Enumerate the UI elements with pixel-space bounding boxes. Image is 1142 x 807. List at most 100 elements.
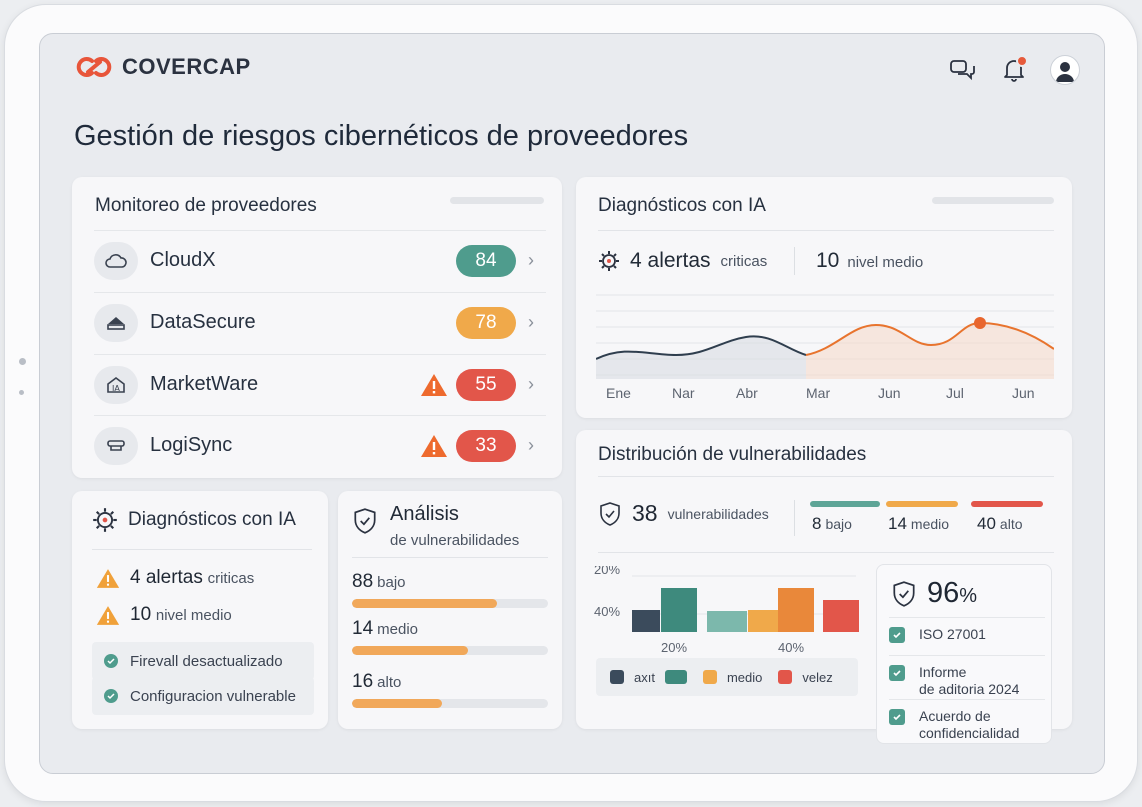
compliance-value: 96 — [927, 577, 960, 609]
critical-alerts-count: 4 alertas — [630, 249, 711, 272]
compliance-item-label: Acuerdo de confidencialidad — [919, 708, 1020, 741]
vendor-score-badge: 55 — [456, 368, 516, 401]
vulnerability-analysis-card: Análisis de vulnerabilidades 88 bajo 14 me… — [338, 491, 562, 729]
shield-check-icon — [600, 501, 620, 526]
trend-highlight-point[interactable] — [974, 317, 986, 329]
vendor-name: DataSecure — [150, 311, 256, 333]
compliance-item[interactable]: Informe de aditoria 2024 — [889, 655, 1045, 701]
compliance-item[interactable]: ISO 27001 — [889, 617, 1045, 653]
vendor-name: CloudX — [150, 249, 216, 271]
checkbox-checked-icon — [889, 665, 905, 681]
checkbox-checked-icon — [889, 627, 905, 643]
low-segment-bar — [810, 501, 880, 507]
notifications-button[interactable] — [998, 54, 1030, 86]
shield-check-icon — [354, 508, 376, 534]
bar — [632, 610, 660, 632]
x-tick-label: Nar — [672, 385, 695, 401]
checkbox-checked-icon — [889, 709, 905, 725]
high-segment-bar — [971, 501, 1043, 507]
chevron-right-icon: › — [528, 312, 534, 332]
database-icon — [94, 303, 138, 342]
vendor-score-badge: 78 — [456, 306, 516, 339]
legend-swatch — [664, 670, 687, 684]
ai-alerts-title: Diagnósticos con IA — [128, 509, 296, 530]
ai-diagnosis-card: Diagnósticos con IA 4 alertas criticas 1… — [576, 177, 1072, 418]
page-title: Gestión de riesgos cibernéticos de prove… — [74, 120, 689, 152]
gear-alert-icon — [599, 251, 619, 271]
segment-label: alto — [999, 516, 1023, 532]
tablet-sensor-dot — [19, 390, 24, 395]
segment-label: medio — [910, 516, 950, 532]
user-icon — [1056, 62, 1074, 82]
analysis-item: 88 bajo — [352, 571, 548, 608]
alert-label: criticas — [207, 570, 255, 587]
trend-line-past — [596, 335, 807, 360]
alert-label: nivel medio — [155, 607, 232, 624]
critical-alerts-stat: 4 alertas criticas — [598, 249, 767, 273]
finding-item[interactable]: Firevall desactualizado — [92, 642, 314, 680]
alert-count: 10 — [130, 604, 152, 625]
vendor-monitoring-title: Monitoreo de proveedores — [95, 195, 317, 216]
warning-icon — [420, 434, 448, 458]
vendor-row[interactable]: CloudX 84 › — [94, 230, 546, 290]
finding-item[interactable]: Configuracion vulnerable — [92, 677, 314, 715]
gear-alert-icon — [93, 508, 117, 532]
finding-label: Firevall desactualizado — [130, 652, 283, 670]
analysis-item: 14 medio — [352, 618, 548, 655]
brand-logo[interactable]: COVERCAP — [74, 54, 251, 80]
trend-line-forecast — [805, 321, 1054, 356]
analysis-value: 16 — [352, 671, 374, 692]
analysis-title: Análisis — [390, 503, 459, 525]
x-tick-label: Jul — [946, 385, 964, 401]
segment-value: 14 — [888, 514, 907, 533]
vendor-name: MarketWare — [150, 373, 259, 395]
app-screen: COVERCAP Gestión de riesgos cibernéticos… — [39, 33, 1105, 774]
analysis-value: 14 — [352, 618, 374, 639]
vendor-name: LogiSync — [150, 434, 233, 456]
vendor-row[interactable]: DataSecure 78 › — [94, 292, 546, 352]
compliance-score: 96% — [891, 577, 977, 610]
chat-button[interactable] — [946, 54, 978, 86]
medium-level-count: 10 — [816, 249, 840, 272]
svg-text:IA: IA — [112, 384, 120, 393]
analysis-header: Análisis de vulnerabilidades — [352, 503, 519, 549]
chevron-right-icon: › — [528, 374, 534, 394]
y-tick-label: 40% — [594, 604, 620, 619]
alert-line: 10 nivel medio — [96, 604, 232, 626]
medium-level-label: nivel medio — [847, 254, 924, 271]
warning-icon — [96, 605, 120, 625]
vendor-score-badge: 84 — [456, 244, 516, 277]
distribution-title: Distribución de vulnerabilidades — [598, 444, 867, 465]
alert-count: 4 alertas — [130, 567, 203, 588]
store-icon: IA — [94, 365, 138, 404]
covercap-logo-icon — [76, 57, 112, 77]
chart-legend: axıt medio velez — [596, 658, 858, 696]
analysis-subtitle: de vulnerabilidades — [390, 532, 520, 549]
vulnerability-distribution-card: Distribución de vulnerabilidades 38 vuln… — [576, 430, 1072, 744]
compliance-card: 96% ISO 27001 Informe de aditoria 2024 A… — [876, 564, 1052, 744]
x-tick-label: 20% — [661, 640, 687, 655]
vendor-row[interactable]: LogiSync 33 › — [94, 415, 546, 475]
vulnerability-total: 38 vulnerabilidades — [598, 500, 769, 527]
user-avatar[interactable] — [1050, 55, 1080, 85]
chevron-right-icon: › — [528, 250, 534, 270]
notification-badge — [1016, 55, 1028, 67]
x-tick-label: Abr — [736, 385, 758, 401]
segment-label: bajo — [825, 516, 852, 532]
trend-area-forecast — [806, 323, 1054, 379]
alert-line: 4 alertas criticas — [96, 567, 254, 589]
title-decoration — [932, 197, 1054, 204]
compliance-item-label: ISO 27001 — [919, 626, 986, 642]
x-tick-label: Jun — [1012, 385, 1035, 401]
cloud-icon — [94, 241, 138, 280]
compliance-item[interactable]: Acuerdo de confidencialidad — [889, 699, 1045, 743]
header-actions — [946, 54, 1080, 86]
vendor-row[interactable]: IA MarketWare 55 › — [94, 354, 546, 414]
tablet-camera-dot — [19, 358, 26, 365]
title-decoration — [450, 197, 544, 204]
legend-swatch — [610, 670, 624, 684]
progress-track — [352, 699, 548, 708]
finding-label: Configuracion vulnerable — [130, 687, 296, 705]
progress-fill — [352, 646, 468, 655]
analysis-label: alto — [377, 674, 402, 691]
